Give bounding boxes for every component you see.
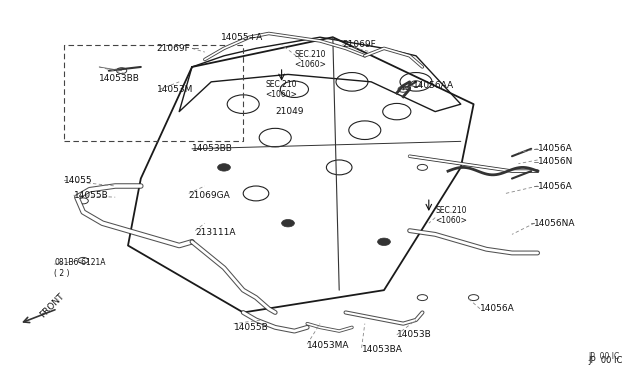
Text: 14055B: 14055B <box>74 191 108 200</box>
Text: JP  00 IC: JP 00 IC <box>589 352 620 361</box>
Text: 21069F: 21069F <box>157 44 191 53</box>
Text: 14053BB: 14053BB <box>192 144 233 153</box>
Text: 14056NA: 14056NA <box>534 219 576 228</box>
Text: 14056A: 14056A <box>538 144 572 153</box>
Text: FRONT: FRONT <box>38 291 67 320</box>
Text: 14056AA: 14056AA <box>413 81 454 90</box>
Text: 14055+A: 14055+A <box>221 33 263 42</box>
Text: JP  00 IC: JP 00 IC <box>589 356 623 365</box>
Text: SEC.210
<1060>: SEC.210 <1060> <box>435 206 467 225</box>
Text: 21069GA: 21069GA <box>189 191 230 200</box>
Text: 14056A: 14056A <box>538 182 572 190</box>
Text: 21069F: 21069F <box>342 40 376 49</box>
Text: 14056A: 14056A <box>480 304 515 313</box>
Text: 14053BA: 14053BA <box>362 345 403 354</box>
Text: 213111A: 213111A <box>195 228 236 237</box>
Text: 14053B: 14053B <box>397 330 431 339</box>
Text: SEC.210
<1060>: SEC.210 <1060> <box>266 80 298 99</box>
Text: SEC.210
<1060>: SEC.210 <1060> <box>294 50 326 69</box>
Text: 14055: 14055 <box>64 176 93 185</box>
Circle shape <box>282 219 294 227</box>
Text: 14056N: 14056N <box>538 157 573 166</box>
Text: 14053M: 14053M <box>157 85 193 94</box>
Circle shape <box>218 164 230 171</box>
Text: 21049: 21049 <box>275 107 304 116</box>
Text: 14053MA: 14053MA <box>307 341 349 350</box>
Text: 14053BB: 14053BB <box>99 74 140 83</box>
Text: 081B6-6121A
( 2 ): 081B6-6121A ( 2 ) <box>54 258 106 278</box>
Text: 14055B: 14055B <box>234 323 268 332</box>
Circle shape <box>378 238 390 246</box>
